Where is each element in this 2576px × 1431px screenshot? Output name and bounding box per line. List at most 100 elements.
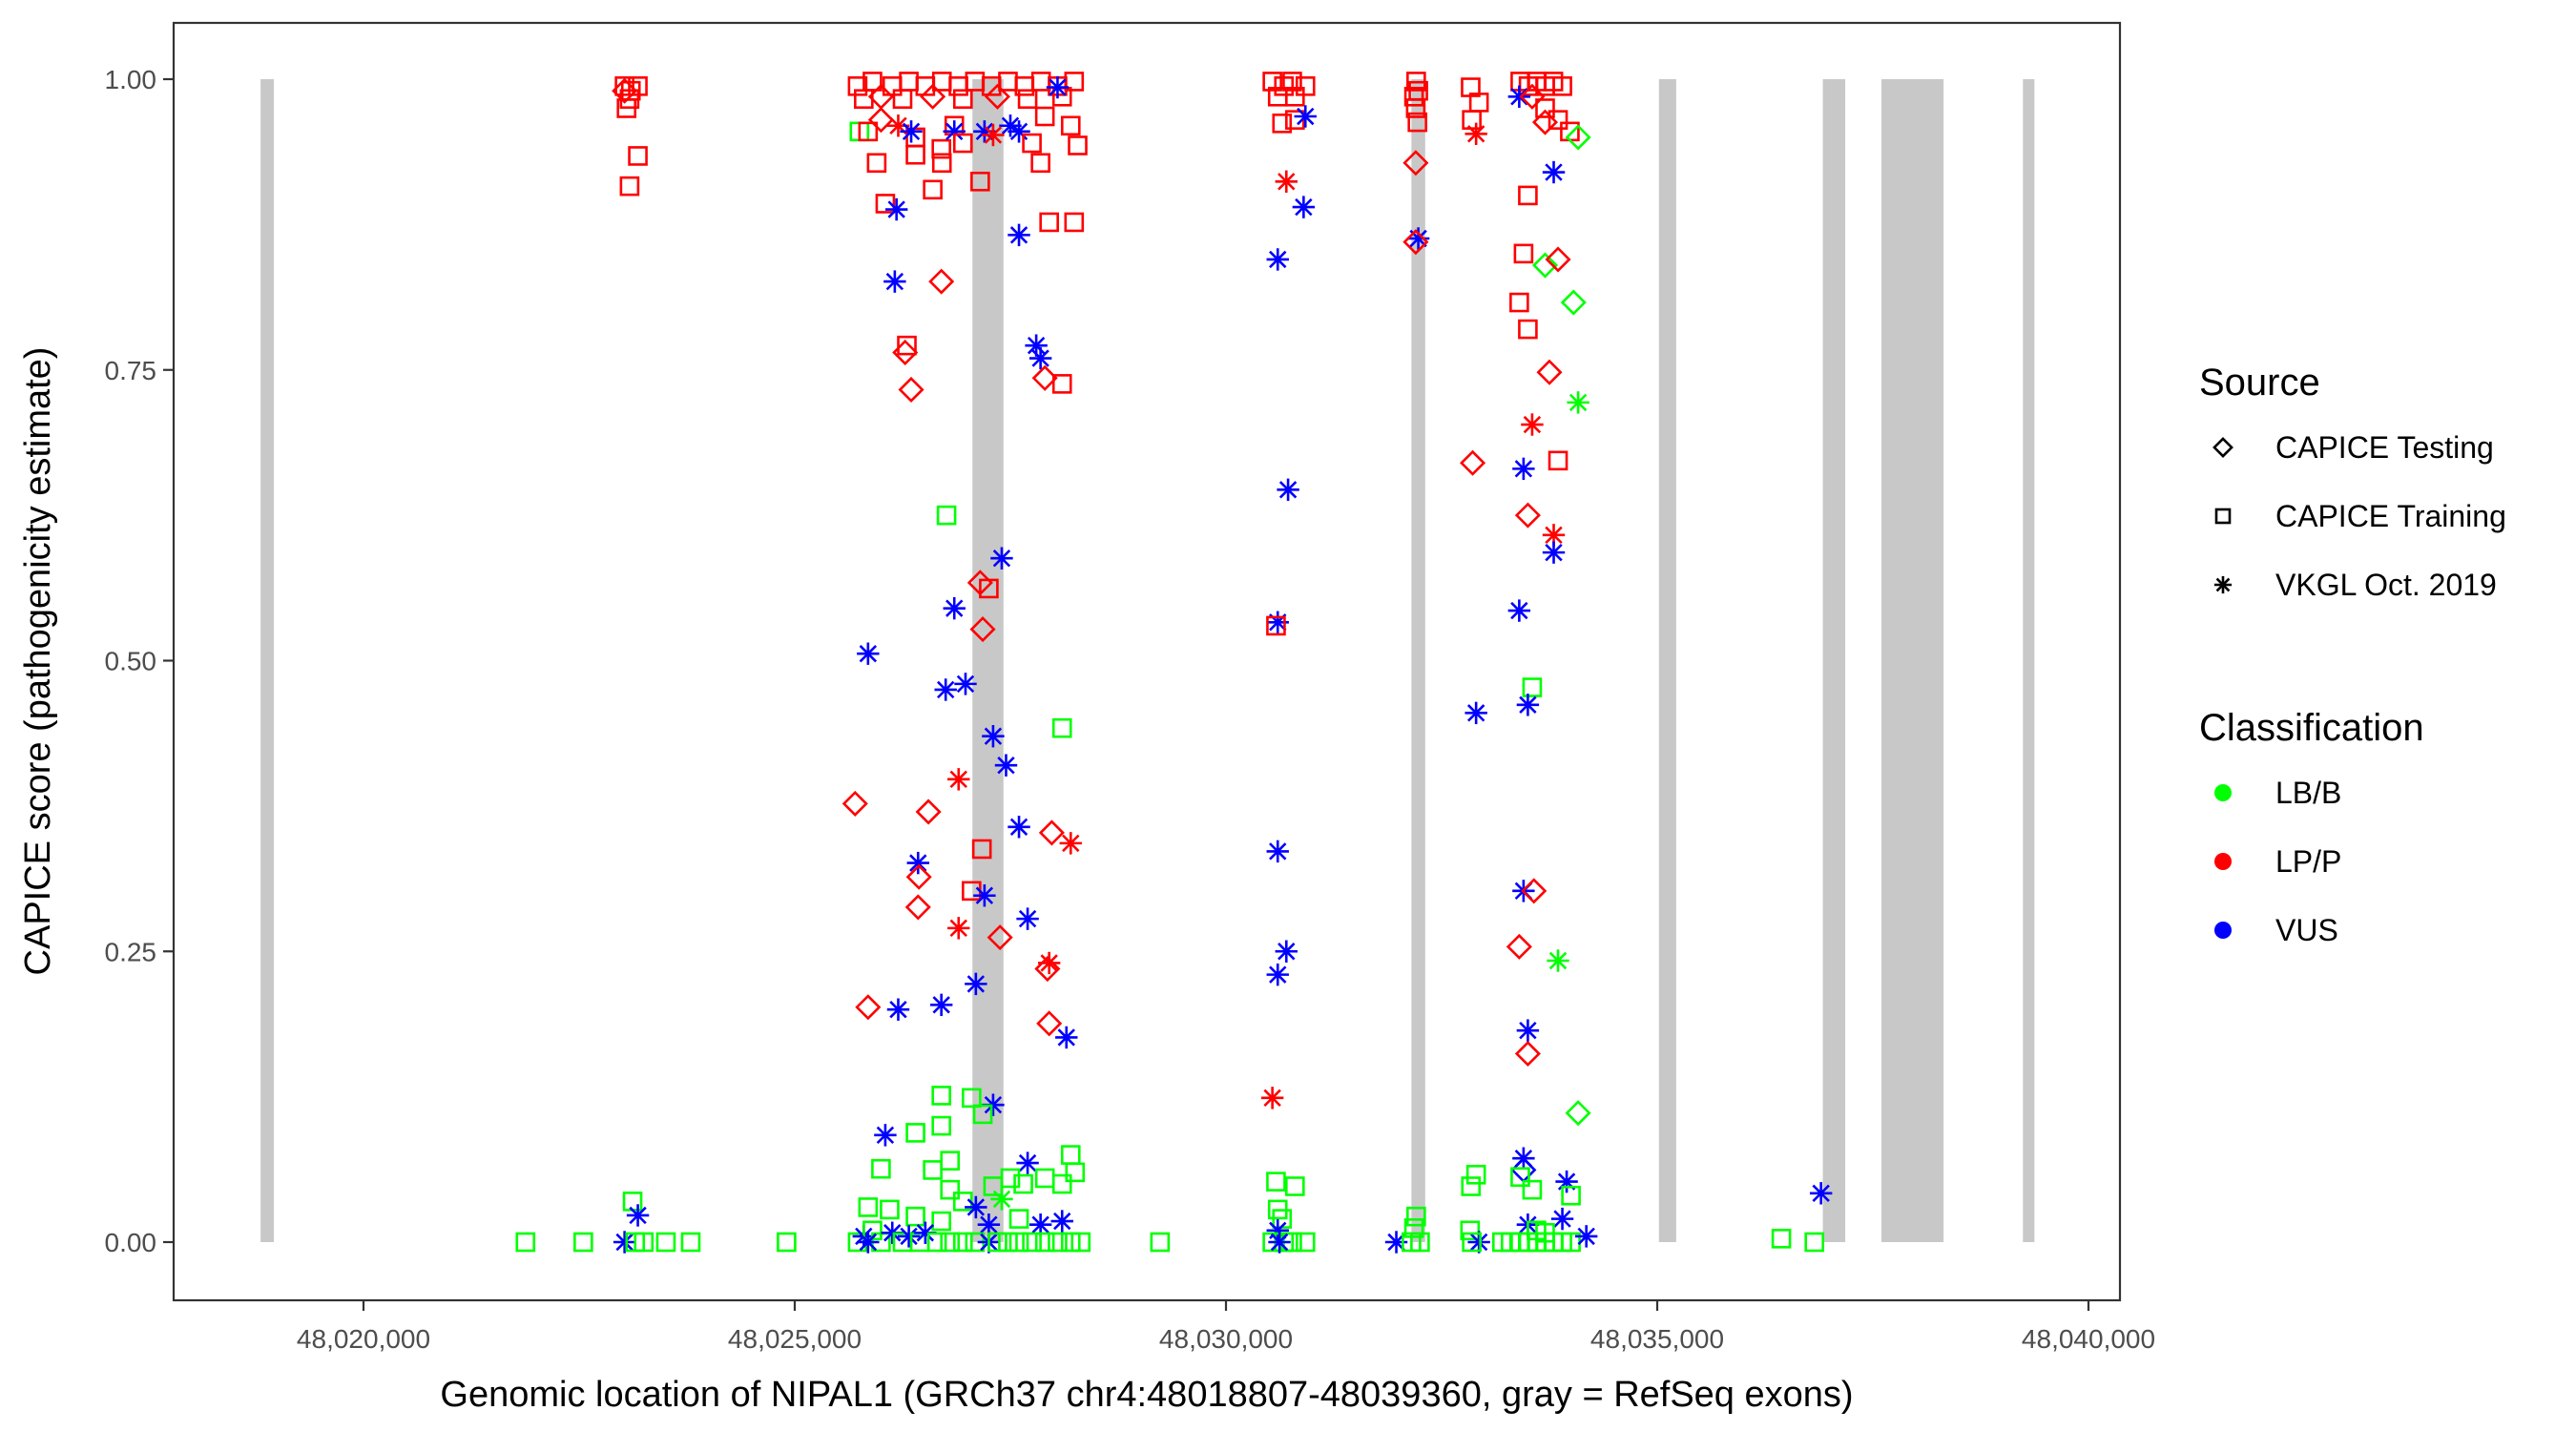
point-capice-training — [979, 578, 999, 599]
legend-class-label: LP/P — [2275, 844, 2341, 879]
point-capice-training — [931, 138, 951, 159]
point-capice-training — [1017, 89, 1038, 110]
point-capice-training — [655, 1232, 676, 1253]
point-capice-training — [1405, 98, 1426, 118]
point-capice-training — [875, 194, 896, 214]
point-capice-training — [1548, 110, 1568, 130]
point-vkgl — [886, 998, 910, 1021]
legend-key-square-icon — [2214, 508, 2232, 525]
point-vkgl — [1516, 694, 1540, 716]
point-vkgl — [613, 1231, 636, 1254]
point-capice-training — [1406, 1206, 1426, 1227]
x-tick-label: 48,020,000 — [297, 1324, 430, 1354]
point-capice-training — [892, 89, 913, 110]
point-vkgl — [1550, 1207, 1574, 1231]
point-capice-training — [923, 179, 943, 200]
point-capice-training — [1461, 1176, 1482, 1196]
point-capice-training — [1518, 319, 1538, 340]
point-capice-training — [1513, 243, 1534, 264]
point-capice-training — [905, 1123, 925, 1143]
point-vkgl — [1542, 541, 1566, 564]
point-capice-training — [573, 1232, 593, 1253]
point-capice-training — [1403, 1218, 1424, 1238]
point-capice-training — [680, 1232, 701, 1253]
point-capice-testing — [1536, 359, 1563, 385]
y-axis-title: CAPICE score (pathogenicity estimate) — [18, 347, 58, 976]
legend-key-dot-icon — [2214, 853, 2232, 870]
point-capice-training — [1548, 450, 1568, 471]
point-vkgl — [1266, 248, 1289, 271]
point-capice-testing — [1560, 289, 1587, 316]
point-capice-training — [880, 1199, 900, 1220]
point-vkgl — [1028, 346, 1052, 370]
point-capice-testing — [1402, 229, 1429, 256]
point-vkgl — [929, 993, 953, 1017]
point-vkgl — [1516, 1019, 1540, 1042]
point-capice-training — [1266, 1172, 1286, 1192]
point-capice-training — [1051, 374, 1072, 394]
point-capice-training — [962, 1088, 982, 1109]
legend-class-label: LB/B — [2275, 776, 2341, 810]
point-capice-training — [1491, 1232, 1512, 1253]
point-capice-training — [1522, 677, 1543, 697]
point-vkgl — [884, 197, 908, 221]
point-capice-testing — [1565, 124, 1591, 151]
point-capice-training — [1022, 133, 1042, 154]
point-capice-testing — [1402, 150, 1429, 176]
point-vkgl — [965, 972, 987, 996]
point-capice-training — [1051, 1173, 1072, 1194]
point-capice-training — [1403, 86, 1424, 107]
point-vkgl — [1016, 907, 1039, 930]
exon-band — [972, 79, 1004, 1242]
y-tick-label: 0.00 — [105, 1228, 157, 1257]
point-capice-testing — [1034, 955, 1061, 983]
point-vkgl — [947, 768, 970, 791]
point-capice-training — [1518, 185, 1538, 206]
point-capice-training — [1295, 76, 1316, 96]
point-capice-training — [983, 1176, 1004, 1196]
point-capice-training — [858, 1197, 879, 1217]
point-capice-training — [970, 171, 990, 192]
exon-band — [1822, 79, 1846, 1242]
point-capice-training — [1285, 1176, 1305, 1196]
point-capice-testing — [1521, 878, 1548, 904]
point-capice-training — [1771, 1229, 1792, 1249]
point-capice-training — [1282, 72, 1302, 92]
point-capice-training — [1034, 106, 1055, 127]
point-vkgl — [1275, 940, 1298, 963]
point-capice-training — [1065, 1162, 1086, 1183]
point-vkgl — [1268, 1231, 1291, 1254]
point-vkgl — [1542, 160, 1566, 184]
y-tick-label: 0.50 — [105, 647, 157, 676]
point-vkgl — [874, 1124, 897, 1147]
point-capice-training — [634, 1232, 654, 1253]
point-capice-training — [1462, 1232, 1482, 1253]
point-vkgl — [1507, 599, 1531, 622]
point-vkgl — [1574, 1225, 1598, 1248]
point-capice-training — [847, 76, 868, 96]
point-vkgl — [1467, 1231, 1490, 1254]
point-capice-training — [1266, 615, 1286, 636]
point-capice-testing — [928, 268, 955, 295]
point-vkgl — [1275, 170, 1298, 193]
x-tick-label: 48,030,000 — [1159, 1324, 1293, 1354]
point-capice-training — [1465, 1164, 1486, 1185]
point-capice-testing — [1506, 933, 1532, 960]
point-capice-training — [971, 839, 992, 860]
point-capice-testing — [898, 376, 924, 404]
point-capice-testing — [1531, 252, 1559, 279]
point-vkgl — [990, 1188, 1013, 1211]
exon-band — [260, 79, 274, 1242]
point-capice-training — [1060, 115, 1081, 136]
point-capice-training — [871, 1158, 891, 1179]
point-vkgl — [1507, 85, 1531, 108]
x-tick-label: 48,025,000 — [728, 1324, 862, 1354]
point-capice-testing — [1565, 1100, 1591, 1127]
x-axis-title: Genomic location of NIPAL1 (GRCh37 chr4:… — [440, 1375, 1853, 1415]
exon-band — [1881, 79, 1944, 1242]
point-vkgl — [965, 1195, 987, 1219]
point-capice-training — [1509, 292, 1529, 313]
point-vkgl — [1266, 963, 1289, 986]
point-capice-training — [1030, 153, 1050, 174]
